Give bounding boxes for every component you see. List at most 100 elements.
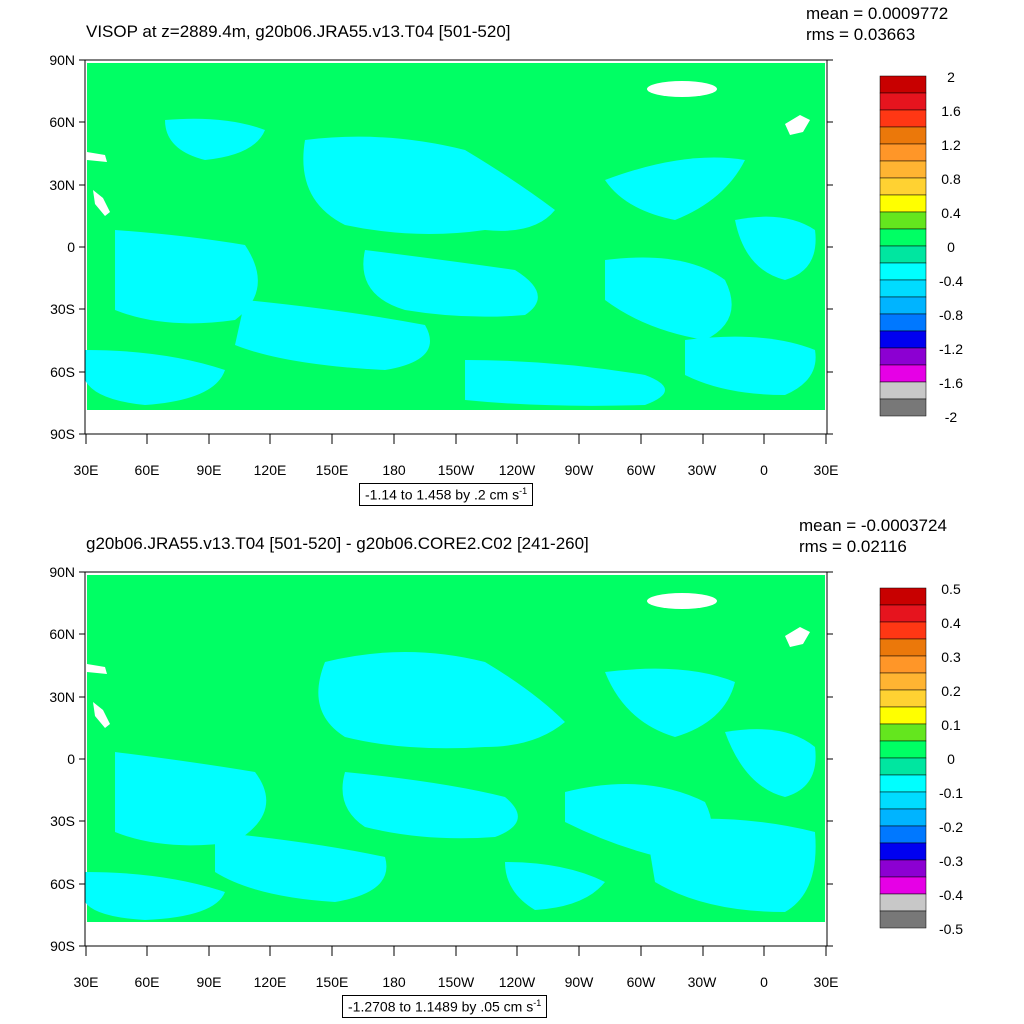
colorbar-label: -0.8 [938, 307, 964, 323]
lon-label: 30W [687, 974, 717, 990]
mean-label: mean = -0.0003724 [799, 516, 947, 535]
lon-label: 60E [134, 974, 160, 990]
lat-label: 30S [50, 813, 75, 829]
colorbar-label: -0.2 [938, 819, 964, 835]
colorbar-swatch [879, 330, 927, 349]
colorbar-swatch [879, 808, 927, 827]
colorbar-label: -0.1 [938, 785, 964, 801]
colorbar-swatch [879, 876, 927, 895]
lon-label: 120E [253, 462, 287, 478]
colorbar-label: 0.3 [941, 649, 961, 665]
lon-label: 60E [134, 462, 160, 478]
colorbar-label: -1.2 [938, 341, 964, 357]
lon-label: 0 [760, 462, 768, 478]
lat-label: 90S [50, 938, 75, 954]
lat-label: 90N [49, 52, 75, 68]
lat-label: 30N [49, 689, 75, 705]
lat-label: 30N [49, 177, 75, 193]
colorbar-label: 0.8 [941, 171, 961, 187]
colorbar-swatch [879, 757, 927, 776]
panel-top: VISOP at z=2889.4m, g20b06.JRA55.v13.T04… [49, 4, 964, 506]
land-mask [85, 60, 827, 434]
lon-label: 180 [382, 974, 406, 990]
colorbar-swatch [879, 262, 927, 281]
colorbar-label: -0.3 [938, 853, 964, 869]
colorbar-swatch [879, 859, 927, 878]
lon-label: 60W [626, 462, 656, 478]
lat-label: 60N [49, 626, 75, 642]
colorbar-label: -1.6 [938, 375, 964, 391]
colorbar-swatch [879, 774, 927, 793]
lon-label: 180 [382, 462, 406, 478]
colorbar-swatch [879, 143, 927, 162]
lon-label: 150W [437, 462, 475, 478]
lat-label: 90N [49, 564, 75, 580]
mean-label: mean = 0.0009772 [806, 4, 949, 23]
colorbar-swatch [879, 296, 927, 315]
colorbar-label: 0.4 [941, 615, 961, 631]
lon-label: 120E [253, 974, 287, 990]
colorbar-swatch [879, 160, 927, 179]
colorbar-swatch [879, 842, 927, 861]
range-unit-exponent: -1 [519, 486, 528, 496]
plot-title: g20b06.JRA55.v13.T04 [501-520] - g20b06.… [86, 534, 589, 553]
lat-label: 30S [50, 301, 75, 317]
lon-label: 150W [437, 974, 475, 990]
lon-label: 30E [813, 462, 839, 478]
range-text: -1.2708 to 1.1489 by .05 cm s [348, 998, 534, 1015]
colorbar-swatch [879, 211, 927, 230]
lat-label: 0 [67, 239, 75, 255]
colorbar-swatch [879, 92, 927, 111]
colorbar-swatch [879, 791, 927, 810]
lon-label: 30W [687, 462, 717, 478]
colorbar-swatch [879, 313, 927, 332]
lon-label: 0 [760, 974, 768, 990]
range-text: -1.14 to 1.458 by .2 cm s [365, 486, 520, 503]
land-mask [85, 572, 827, 946]
colorbar-swatch [879, 194, 927, 213]
colorbar-swatch [879, 177, 927, 196]
colorbar-swatch [879, 604, 927, 623]
colorbar-label: -0.5 [938, 921, 964, 937]
rms-label: rms = 0.02116 [799, 537, 907, 556]
lat-label: 0 [67, 751, 75, 767]
plot-title: VISOP at z=2889.4m, g20b06.JRA55.v13.T04… [86, 22, 511, 41]
colorbar-label: 0.2 [941, 683, 961, 699]
colorbar [879, 587, 927, 929]
colorbar-swatch [879, 228, 927, 247]
colorbar-swatch [879, 689, 927, 708]
colorbar-swatch [879, 587, 927, 606]
lon-label: 90W [564, 974, 594, 990]
negative-regions [85, 118, 816, 406]
colorbar-label: 0.5 [941, 581, 961, 597]
map-plot [79, 571, 833, 956]
colorbar-swatch [879, 825, 927, 844]
colorbar-swatch [879, 723, 927, 742]
colorbar-swatch [879, 706, 927, 725]
colorbar-label: 1.6 [941, 103, 961, 119]
lon-label: 120W [498, 974, 536, 990]
colorbar-swatch [879, 75, 927, 94]
colorbar-label: -0.4 [938, 273, 964, 289]
lon-label: 90E [196, 974, 222, 990]
map-plot [79, 59, 833, 444]
lon-label: 150E [315, 462, 349, 478]
colorbar-swatch [879, 638, 927, 657]
lat-label: 60N [49, 114, 75, 130]
colorbar-swatch [879, 347, 927, 366]
lon-label: 30E [73, 974, 99, 990]
colorbar-swatch [879, 126, 927, 145]
colorbar-label: -0.4 [938, 887, 964, 903]
contour-range-box: -1.2708 to 1.1489 by .05 cm s-1 [342, 995, 548, 1018]
colorbar-swatch [879, 109, 927, 128]
lon-label: 90W [564, 462, 594, 478]
colorbar-swatch [879, 381, 927, 400]
colorbar-label: 0.4 [941, 205, 961, 221]
panel-bottom: g20b06.JRA55.v13.T04 [501-520] - g20b06.… [0, 512, 1024, 1024]
lat-label: 90S [50, 426, 75, 442]
lon-label: 150E [315, 974, 349, 990]
contour-range-box: -1.14 to 1.458 by .2 cm s-1 [359, 483, 534, 506]
colorbar-swatch [879, 364, 927, 383]
colorbar-swatch [879, 655, 927, 674]
colorbar-label: 1.2 [941, 137, 961, 153]
